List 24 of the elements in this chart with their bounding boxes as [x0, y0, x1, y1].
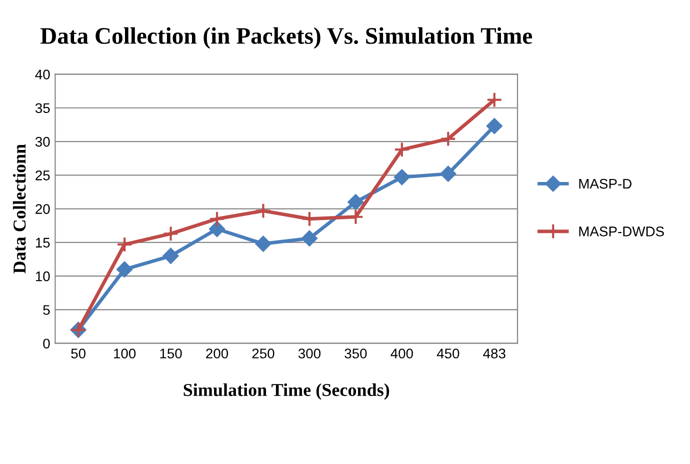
y-tick-label: 5 — [43, 305, 50, 315]
x-tick-label: 150 — [160, 348, 182, 358]
legend-label: MASP-DWDS — [579, 226, 664, 236]
x-tick-label: 450 — [436, 348, 460, 358]
x-axis-title: Simulation Time (Seconds) — [184, 383, 390, 400]
y-tick-label: 15 — [36, 238, 50, 248]
x-tick-label: 300 — [298, 348, 321, 358]
y-tick-label: 30 — [35, 136, 50, 147]
x-tick-label: 350 — [344, 348, 367, 358]
y-tick-label: 0 — [43, 338, 50, 349]
y-tick-label: 20 — [36, 204, 50, 214]
x-tick-label: 200 — [206, 348, 228, 358]
y-tick-label: 40 — [35, 70, 50, 80]
x-tick-label: 100 — [114, 348, 136, 358]
chart-title: Data Collection (in Packets) Vs. Simulation Time — [40, 27, 532, 49]
legend-label: MASP-D — [579, 178, 632, 189]
x-tick-label: 250 — [252, 348, 274, 358]
y-axis-title: Data Collectionn — [12, 144, 26, 274]
y-tick-label: 35 — [35, 103, 50, 114]
x-tick-label: 400 — [390, 348, 413, 358]
x-tick-label: 483 — [483, 348, 506, 358]
y-tick-label: 25 — [36, 170, 50, 180]
y-tick-label: 10 — [36, 271, 50, 282]
x-tick-label: 50 — [71, 348, 86, 358]
